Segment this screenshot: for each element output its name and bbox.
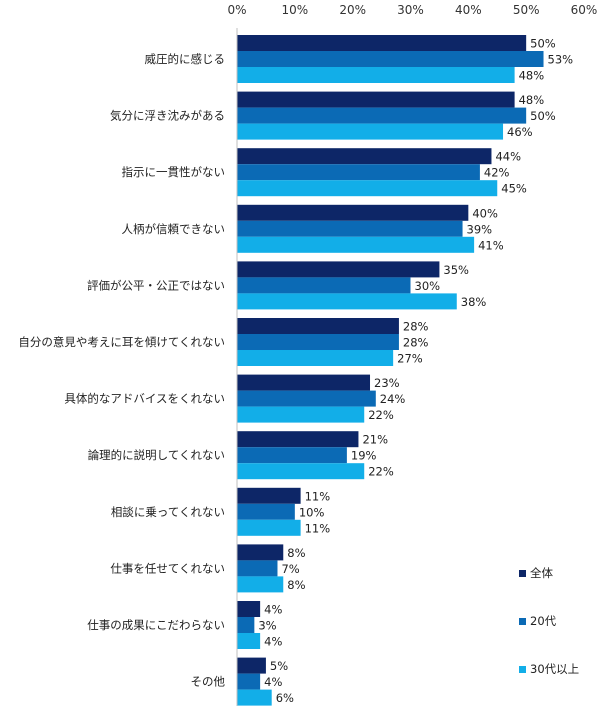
data-label: 4% bbox=[264, 635, 282, 649]
bar-20代 bbox=[237, 107, 527, 124]
legend-label: 20代 bbox=[530, 614, 557, 628]
legend-label: 全体 bbox=[530, 566, 553, 580]
x-tick-label: 0% bbox=[227, 3, 246, 17]
category-label: 人柄が信頼できない bbox=[122, 222, 226, 236]
data-label: 4% bbox=[264, 675, 282, 689]
data-label: 45% bbox=[501, 182, 527, 196]
x-tick-label: 40% bbox=[455, 3, 482, 17]
bar-20代 bbox=[237, 503, 295, 520]
bar-30代以上 bbox=[237, 180, 498, 197]
data-label: 8% bbox=[287, 546, 305, 560]
data-label: 11% bbox=[305, 489, 331, 503]
data-label: 21% bbox=[362, 433, 388, 447]
legend-swatch bbox=[519, 618, 526, 625]
legend-swatch bbox=[519, 570, 526, 577]
category-label: 相談に乗ってくれない bbox=[111, 505, 225, 519]
data-label: 38% bbox=[461, 295, 487, 309]
data-label: 7% bbox=[281, 562, 299, 576]
data-label: 27% bbox=[397, 352, 423, 366]
data-label: 44% bbox=[495, 150, 521, 164]
bar-30代以上 bbox=[237, 406, 365, 423]
bar-全体 bbox=[237, 544, 284, 561]
bar-全体 bbox=[237, 657, 266, 674]
data-label: 24% bbox=[380, 392, 406, 406]
data-label: 48% bbox=[519, 69, 545, 83]
data-label: 50% bbox=[530, 109, 556, 123]
data-label: 28% bbox=[403, 336, 429, 350]
bar-20代 bbox=[237, 617, 255, 633]
data-label: 10% bbox=[299, 505, 325, 519]
data-label: 22% bbox=[368, 408, 394, 422]
category-label: 仕事を任せてくれない bbox=[110, 561, 225, 575]
bar-30代以上 bbox=[237, 350, 394, 366]
data-label: 11% bbox=[305, 521, 331, 535]
x-tick-label: 20% bbox=[339, 3, 366, 17]
data-label: 22% bbox=[368, 465, 394, 479]
data-label: 23% bbox=[374, 376, 400, 390]
bar-全体 bbox=[237, 601, 261, 617]
data-label: 40% bbox=[472, 206, 498, 220]
data-label: 46% bbox=[507, 125, 533, 139]
category-label: その他 bbox=[191, 675, 226, 689]
data-label: 42% bbox=[484, 166, 510, 180]
data-label: 53% bbox=[548, 53, 574, 67]
bar-20代 bbox=[237, 390, 376, 407]
bar-30代以上 bbox=[237, 463, 365, 480]
category-label: 指示に一貫性がない bbox=[122, 165, 226, 179]
category-label: 気分に浮き沈みがある bbox=[110, 109, 225, 123]
bar-20代 bbox=[237, 277, 411, 294]
bar-全体 bbox=[237, 374, 371, 391]
bar-20代 bbox=[237, 560, 278, 577]
bar-20代 bbox=[237, 673, 261, 690]
data-label: 3% bbox=[258, 619, 276, 633]
category-label: 論理的に説明してくれない bbox=[88, 448, 225, 462]
x-tick-label: 10% bbox=[281, 3, 308, 17]
x-tick-label: 30% bbox=[397, 3, 424, 17]
bar-30代以上 bbox=[237, 689, 272, 706]
legend-label: 30代以上 bbox=[530, 662, 579, 676]
x-tick-label: 60% bbox=[571, 3, 598, 17]
bar-30代以上 bbox=[237, 293, 457, 310]
bar-全体 bbox=[237, 431, 359, 448]
data-label: 28% bbox=[403, 320, 429, 334]
bar-20代 bbox=[237, 51, 544, 67]
data-label: 41% bbox=[478, 238, 504, 252]
bar-全体 bbox=[237, 318, 399, 334]
x-tick-label: 50% bbox=[513, 3, 540, 17]
bar-30代以上 bbox=[237, 633, 261, 649]
data-label: 19% bbox=[351, 449, 377, 463]
bar-20代 bbox=[237, 334, 399, 350]
data-label: 39% bbox=[467, 222, 493, 236]
bar-全体 bbox=[237, 91, 515, 108]
bar-20代 bbox=[237, 164, 480, 181]
legend-swatch bbox=[519, 666, 526, 673]
category-label: 評価が公平・公正ではない bbox=[87, 278, 225, 292]
bar-30代以上 bbox=[237, 123, 504, 140]
bar-全体 bbox=[237, 487, 301, 504]
data-label: 48% bbox=[519, 93, 545, 107]
bar-30代以上 bbox=[237, 519, 301, 536]
data-label: 5% bbox=[270, 659, 288, 673]
bar-30代以上 bbox=[237, 236, 475, 253]
data-label: 50% bbox=[530, 37, 556, 51]
data-label: 30% bbox=[415, 279, 441, 293]
data-label: 4% bbox=[264, 603, 282, 617]
data-label: 6% bbox=[276, 691, 294, 705]
category-label: 仕事の成果にこだわらない bbox=[87, 618, 225, 632]
category-label: 具体的なアドバイスをくれない bbox=[64, 392, 225, 406]
bar-全体 bbox=[237, 261, 440, 278]
bar-20代 bbox=[237, 220, 463, 237]
bar-20代 bbox=[237, 447, 347, 464]
category-label: 自分の意見や考えに耳を傾けてくれない bbox=[18, 335, 225, 349]
bar-全体 bbox=[237, 148, 492, 165]
bar-全体 bbox=[237, 35, 527, 51]
category-label: 威圧的に感じる bbox=[145, 52, 226, 66]
bar-30代以上 bbox=[237, 576, 284, 593]
bar-全体 bbox=[237, 204, 469, 221]
data-label: 35% bbox=[443, 263, 469, 277]
bar-30代以上 bbox=[237, 67, 515, 83]
data-label: 8% bbox=[287, 578, 305, 592]
